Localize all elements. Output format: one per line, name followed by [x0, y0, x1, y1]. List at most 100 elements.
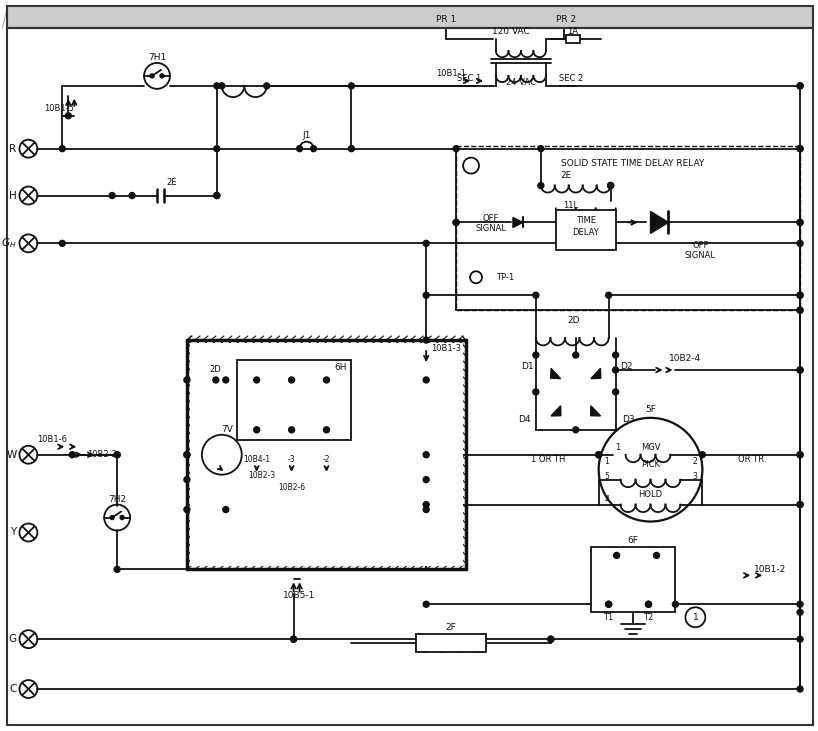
Text: OR TR: OR TR [738, 455, 764, 464]
Text: 6H: 6H [334, 363, 347, 373]
Circle shape [423, 337, 429, 343]
Circle shape [423, 240, 429, 246]
Text: 10B1-3: 10B1-3 [431, 344, 461, 352]
Text: 3: 3 [692, 472, 697, 481]
Circle shape [699, 452, 705, 458]
Circle shape [297, 145, 303, 151]
Circle shape [184, 507, 190, 512]
Text: PICK: PICK [641, 461, 660, 469]
Bar [190, 343, 463, 567]
Text: 2D: 2D [568, 316, 580, 325]
Text: 10B4-1: 10B4-1 [243, 455, 270, 464]
Text: 120 VAC: 120 VAC [492, 26, 530, 36]
Circle shape [797, 292, 803, 298]
Circle shape [797, 240, 803, 246]
Circle shape [654, 553, 659, 558]
Circle shape [797, 501, 803, 507]
Circle shape [533, 352, 539, 358]
Circle shape [645, 602, 651, 607]
Bar [591, 548, 676, 613]
Text: D4: D4 [519, 415, 531, 424]
Polygon shape [551, 406, 561, 416]
Circle shape [150, 74, 154, 78]
Circle shape [548, 636, 554, 642]
Circle shape [70, 452, 75, 458]
Circle shape [613, 389, 618, 395]
Circle shape [672, 602, 678, 607]
Circle shape [115, 452, 120, 458]
Circle shape [533, 292, 539, 298]
Circle shape [613, 367, 618, 373]
Text: 5F: 5F [645, 406, 656, 414]
Circle shape [797, 307, 803, 313]
Circle shape [109, 192, 115, 199]
Circle shape [219, 83, 225, 89]
Circle shape [613, 352, 618, 358]
Text: MGV: MGV [640, 443, 660, 452]
Text: W: W [7, 450, 16, 460]
Circle shape [548, 636, 554, 642]
Text: TIME: TIME [576, 216, 596, 225]
Text: PR 2: PR 2 [555, 15, 576, 23]
Circle shape [614, 553, 619, 558]
Circle shape [222, 507, 229, 512]
Circle shape [596, 452, 602, 458]
Circle shape [423, 452, 429, 458]
Text: SEC 1: SEC 1 [456, 75, 481, 83]
Text: SOLID STATE TIME DELAY RELAY: SOLID STATE TIME DELAY RELAY [561, 159, 704, 168]
Text: 1A: 1A [567, 26, 578, 36]
Circle shape [290, 636, 297, 642]
Text: $G_H$: $G_H$ [1, 236, 16, 250]
Circle shape [797, 145, 803, 151]
Text: 10B2-3: 10B2-3 [248, 471, 275, 480]
Circle shape [596, 452, 602, 458]
Bar [456, 145, 800, 310]
Text: 24 VAC: 24 VAC [506, 78, 536, 88]
Text: 10B5-1: 10B5-1 [283, 591, 316, 600]
Circle shape [115, 567, 120, 572]
Circle shape [797, 83, 803, 89]
Text: H: H [9, 191, 16, 200]
Polygon shape [551, 368, 560, 379]
Circle shape [797, 452, 803, 458]
Text: 4: 4 [605, 495, 609, 504]
Circle shape [573, 427, 578, 433]
Text: OFF: OFF [692, 241, 708, 250]
Circle shape [797, 83, 803, 89]
Text: PR 1: PR 1 [436, 15, 456, 23]
Polygon shape [591, 368, 600, 379]
Text: 1: 1 [605, 457, 609, 466]
Polygon shape [650, 211, 668, 233]
Text: 10B1-5: 10B1-5 [44, 105, 74, 113]
Text: TP-1: TP-1 [496, 273, 515, 281]
Circle shape [323, 377, 330, 383]
Circle shape [453, 219, 459, 225]
Circle shape [797, 686, 803, 692]
Text: 2E: 2E [560, 171, 572, 180]
Text: 10B1-6: 10B1-6 [38, 435, 67, 444]
Text: R: R [9, 144, 16, 154]
Text: D2: D2 [621, 363, 633, 371]
Circle shape [184, 452, 190, 458]
Circle shape [60, 240, 65, 246]
Circle shape [213, 377, 219, 383]
Circle shape [538, 145, 544, 151]
Bar [416, 635, 486, 652]
Circle shape [797, 602, 803, 607]
Text: 7V: 7V [221, 425, 233, 434]
Circle shape [605, 602, 612, 607]
Text: 2: 2 [692, 457, 697, 466]
Circle shape [797, 219, 803, 225]
Circle shape [263, 83, 270, 89]
Text: D1: D1 [521, 363, 534, 371]
Text: 11L: 11L [563, 201, 578, 210]
Circle shape [60, 145, 65, 151]
Text: SIGNAL: SIGNAL [475, 224, 506, 233]
Circle shape [348, 145, 354, 151]
Circle shape [213, 83, 220, 89]
Text: 10B1-1: 10B1-1 [436, 69, 466, 78]
Text: 1: 1 [693, 613, 699, 622]
Circle shape [797, 636, 803, 642]
Circle shape [423, 292, 429, 298]
Bar [555, 211, 616, 250]
